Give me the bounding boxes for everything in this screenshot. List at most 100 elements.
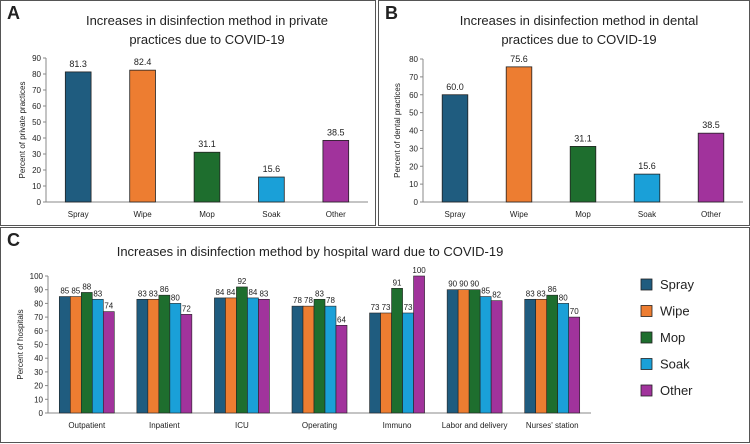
data-label: 90	[470, 280, 479, 289]
bar-other	[697, 132, 725, 203]
bar-mop	[158, 294, 171, 414]
x-tick-label: Soak	[638, 210, 657, 219]
panel-a: A Increases in disinfection method in pr…	[0, 0, 376, 226]
bar-soak	[91, 298, 104, 414]
chart-title-line: Increases in disinfection method in priv…	[86, 13, 328, 28]
legend-swatch-other	[640, 384, 653, 397]
bar-spray	[64, 71, 92, 203]
y-tick-label: 80	[34, 299, 43, 308]
legend-swatch-mop	[640, 331, 653, 344]
x-tick-label: Immuno	[383, 421, 412, 430]
bar-spray	[214, 297, 226, 414]
y-tick-label: 20	[34, 382, 43, 391]
bar-wipe	[129, 69, 156, 203]
data-label: 15.6	[638, 161, 656, 171]
legend-swatch-spray	[640, 278, 653, 291]
data-label: 88	[82, 282, 91, 291]
data-label: 83	[149, 289, 158, 298]
data-label: 31.1	[574, 133, 592, 143]
bar-spray	[58, 296, 71, 414]
chart-title-line: practices due to COVID-19	[129, 32, 284, 47]
bar-other	[490, 300, 503, 414]
data-label: 84	[248, 288, 257, 297]
y-axis-label: Percent of private practices	[18, 82, 27, 179]
bar-mop	[236, 286, 248, 414]
bar-soak	[479, 296, 492, 414]
legend-swatch-soak	[640, 358, 653, 370]
chart-c-svg: Increases in disinfection method by hosp…	[16, 244, 694, 430]
y-tick-label: 30	[34, 368, 43, 377]
y-tick-label: 90	[34, 286, 43, 295]
x-tick-label: Labor and delivery	[442, 421, 508, 430]
data-label: 82	[492, 291, 501, 300]
y-tick-label: 40	[409, 127, 418, 136]
bar-wipe	[505, 66, 533, 203]
legend-label: Spray	[660, 277, 694, 292]
y-tick-label: 10	[409, 180, 418, 189]
bar-wipe	[225, 297, 237, 414]
legend-label: Wipe	[660, 304, 690, 319]
legend-label: Other	[660, 383, 693, 398]
bar-wipe	[380, 312, 392, 414]
x-tick-label: Other	[701, 210, 721, 219]
bar-other	[180, 314, 193, 414]
data-label: 91	[393, 278, 402, 287]
data-label: 85	[60, 287, 69, 296]
bar-soak	[557, 303, 570, 414]
data-label: 74	[104, 302, 113, 311]
y-tick-label: 70	[34, 313, 43, 322]
data-label: 83	[259, 289, 268, 298]
y-axis-label: Percent of dental practices	[393, 83, 402, 178]
y-tick-label: 50	[32, 118, 41, 127]
legend-swatch-wipe	[640, 305, 653, 317]
bar-spray	[369, 312, 381, 414]
x-tick-label: Inpatient	[149, 421, 180, 430]
bar-mop	[468, 289, 481, 414]
data-label: 81.3	[69, 59, 87, 69]
bar-soak	[258, 176, 285, 203]
data-label: 73	[371, 303, 380, 312]
y-tick-label: 60	[34, 327, 43, 336]
bar-other	[413, 275, 425, 414]
bar-mop	[313, 298, 326, 414]
bar-other	[322, 139, 350, 203]
data-label: 84	[226, 288, 235, 297]
y-tick-label: 40	[34, 354, 43, 363]
bar-mop	[193, 151, 221, 203]
data-label: 78	[326, 296, 335, 305]
bar-mop	[546, 294, 559, 414]
data-label: 60.0	[446, 82, 464, 92]
data-label: 86	[160, 285, 169, 294]
data-label: 90	[448, 280, 457, 289]
data-label: 85	[71, 287, 80, 296]
legend-label: Soak	[660, 357, 690, 372]
bar-spray	[136, 298, 149, 414]
y-tick-label: 50	[34, 341, 43, 350]
data-label: 38.5	[327, 127, 345, 137]
panel-a-label: A	[7, 3, 20, 23]
bar-other	[568, 316, 581, 414]
data-label: 64	[337, 315, 346, 324]
data-label: 73	[404, 303, 413, 312]
bar-wipe	[147, 298, 160, 414]
bar-mop	[80, 292, 93, 414]
y-tick-label: 100	[30, 272, 44, 281]
y-tick-label: 80	[32, 70, 41, 79]
data-label: 72	[182, 304, 191, 313]
data-label: 83	[537, 289, 546, 298]
bar-mop	[569, 146, 597, 203]
panel-c: C Increases in disinfection method by ho…	[0, 227, 750, 443]
bar-wipe	[69, 296, 82, 414]
bar-mop	[391, 288, 403, 414]
chart-title-line: Increases in disinfection method in dent…	[460, 13, 699, 28]
chart-title-line: Increases in disinfection method by hosp…	[117, 244, 504, 259]
y-tick-label: 0	[37, 198, 42, 207]
chart-title-line: practices due to COVID-19	[501, 32, 656, 47]
data-label: 82.4	[134, 57, 152, 67]
bar-other	[335, 325, 348, 414]
x-tick-label: Spray	[445, 210, 466, 219]
data-label: 83	[93, 289, 102, 298]
x-tick-label: Mop	[199, 210, 215, 219]
panel-b: B Increases in disinfection method in de…	[378, 0, 750, 226]
y-tick-label: 70	[409, 73, 418, 82]
